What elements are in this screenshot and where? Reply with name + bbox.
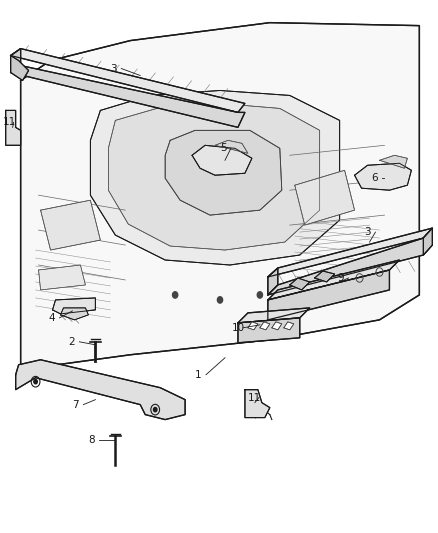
Polygon shape [16,360,185,419]
Circle shape [217,297,223,303]
Polygon shape [268,228,432,277]
Circle shape [173,292,178,298]
Text: 8: 8 [88,434,95,445]
Polygon shape [248,322,258,330]
Polygon shape [108,103,320,250]
Polygon shape [245,390,270,417]
Text: 3: 3 [364,227,371,237]
Polygon shape [192,146,252,175]
Polygon shape [90,91,339,265]
Polygon shape [60,308,88,320]
Polygon shape [11,49,21,72]
Polygon shape [268,268,278,295]
Text: 10: 10 [232,323,245,333]
Text: 6: 6 [371,173,378,183]
Text: 4: 4 [49,313,55,323]
Text: 2: 2 [68,337,75,347]
Polygon shape [379,155,407,168]
Text: 3: 3 [110,63,117,74]
Polygon shape [272,322,282,330]
Polygon shape [295,170,355,225]
Polygon shape [53,298,95,314]
Polygon shape [238,318,300,343]
Circle shape [257,292,262,298]
Polygon shape [11,49,245,112]
Polygon shape [41,200,100,250]
Polygon shape [11,55,28,80]
Polygon shape [268,270,389,320]
Polygon shape [268,228,432,295]
Polygon shape [424,228,432,255]
Polygon shape [260,322,270,330]
Circle shape [34,379,37,384]
Polygon shape [355,163,411,190]
Text: 9: 9 [338,273,344,283]
Polygon shape [11,66,245,127]
Polygon shape [39,265,85,290]
Polygon shape [268,260,399,300]
Polygon shape [284,322,294,330]
Polygon shape [165,131,282,215]
Text: 5: 5 [220,143,226,154]
Text: 7: 7 [72,400,79,410]
Polygon shape [215,140,248,154]
Circle shape [153,408,157,412]
Polygon shape [290,278,310,290]
Polygon shape [314,271,335,282]
Polygon shape [238,308,310,323]
Text: 1: 1 [195,370,202,379]
Text: 11: 11 [3,117,16,127]
Text: 11: 11 [248,393,261,402]
Polygon shape [6,110,21,146]
Polygon shape [21,22,419,370]
